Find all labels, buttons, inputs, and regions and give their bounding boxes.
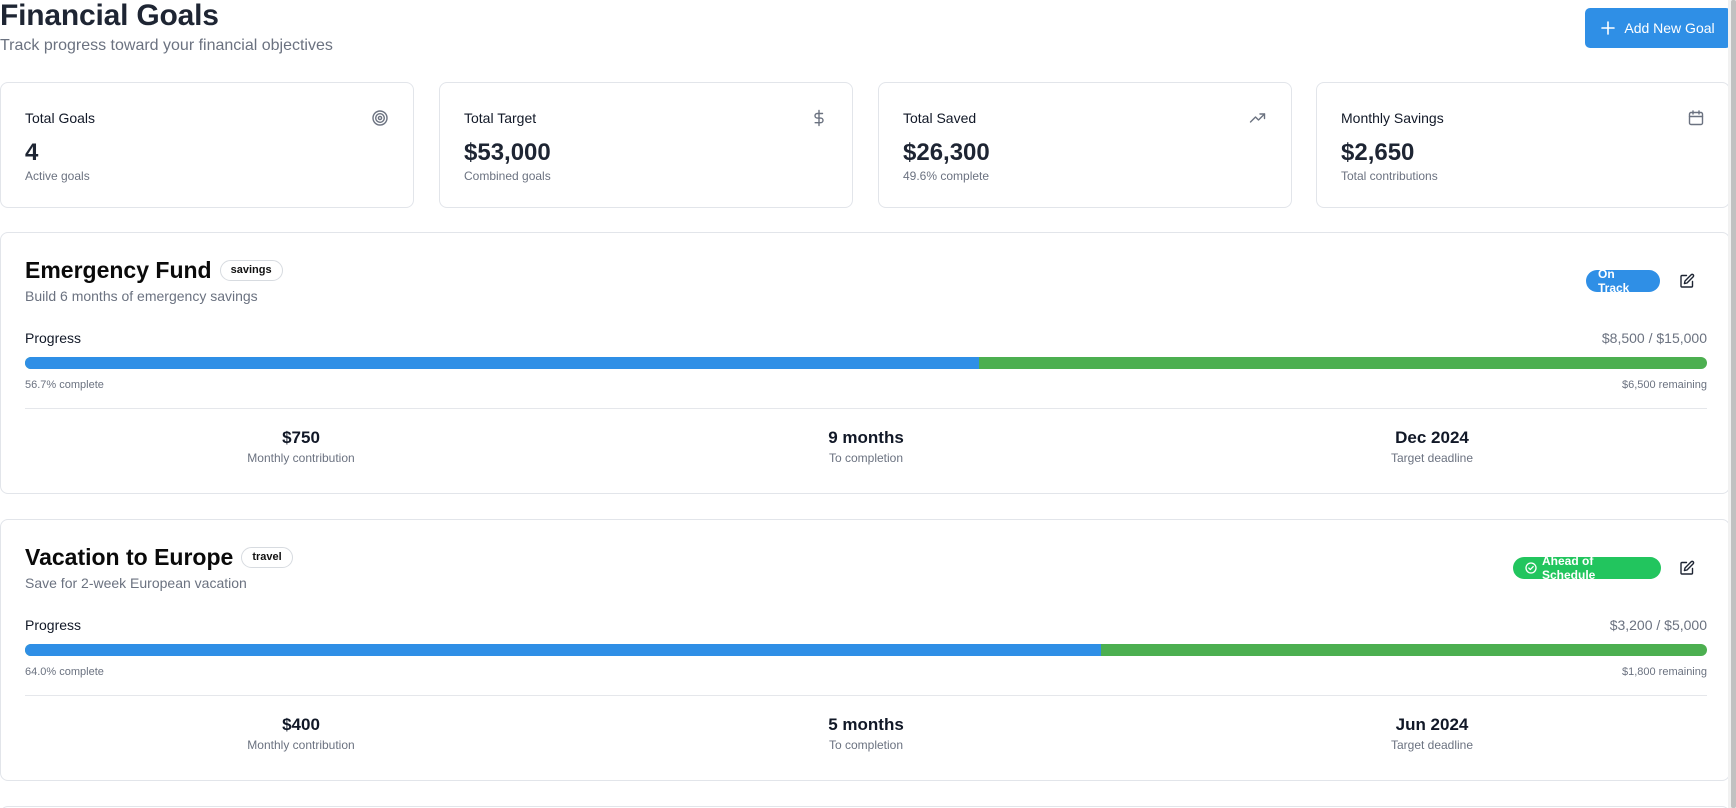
goal-title: Vacation to Europe [25, 544, 234, 570]
stat-label: Total Saved [903, 110, 977, 126]
stat-label: Total Goals [25, 110, 96, 126]
metric-value: $750 [282, 428, 320, 447]
amount-remaining: $1,800 remaining [1621, 666, 1707, 678]
page-title: Financial Goals [0, 0, 219, 32]
goal-description: Save for 2-week European vacation [25, 575, 247, 591]
goal-card-vacation-to-europe: Vacation to Europe travel Save for 2-wee… [0, 519, 1730, 781]
divider [25, 695, 1707, 696]
stat-note: Total contributions [1341, 169, 1438, 183]
stat-note: 49.6% complete [903, 169, 990, 183]
goal-description: Build 6 months of emergency savings [25, 288, 258, 304]
goal-card-emergency-fund: Emergency Fund savings Build 6 months of… [0, 232, 1730, 494]
metric-monthly-contribution: $750 Monthly contribution [101, 428, 501, 465]
metric-label: Monthly contribution [247, 738, 355, 752]
progress-amount: $3,200 / $5,000 [1609, 617, 1707, 633]
progress-bar [25, 357, 1707, 369]
divider [25, 408, 1707, 409]
goal-title-row: Emergency Fund savings [25, 257, 283, 284]
metric-monthly-contribution: $400 Monthly contribution [101, 715, 501, 752]
stat-value: $53,000 [464, 139, 551, 166]
stat-value: 4 [25, 139, 39, 166]
goal-category-tag: travel [241, 547, 293, 568]
metric-label: To completion [828, 451, 904, 465]
stat-note: Active goals [25, 169, 90, 183]
stat-label: Total Target [464, 110, 537, 126]
trending-up-icon [1249, 109, 1267, 127]
metric-time-to-completion: 5 months To completion [666, 715, 1066, 752]
metric-target-deadline: Jun 2024 Target deadline [1232, 715, 1632, 752]
stat-label: Monthly Savings [1341, 110, 1444, 126]
status-badge: On Track [1586, 267, 1660, 295]
add-new-goal-label: Add New Goal [1624, 20, 1715, 36]
percent-complete: 64.0% complete [25, 666, 104, 678]
stat-card-total-saved: Total Saved $26,300 49.6% complete [878, 82, 1292, 208]
progress-label: Progress [25, 617, 82, 633]
metric-value: Dec 2024 [1395, 428, 1469, 447]
metric-label: To completion [828, 738, 904, 752]
edit-icon[interactable] [1677, 271, 1697, 291]
edit-icon[interactable] [1677, 558, 1697, 578]
metric-value: 9 months [828, 428, 904, 447]
dollar-icon [810, 109, 828, 127]
progress-bar [25, 644, 1707, 656]
amount-remaining: $6,500 remaining [1621, 379, 1707, 391]
metric-value: $400 [282, 715, 320, 734]
metric-value: 5 months [828, 715, 904, 734]
stat-card-total-target: Total Target $53,000 Combined goals [439, 82, 853, 208]
goal-category-tag: savings [219, 260, 283, 281]
add-new-goal-button[interactable]: Add New Goal [1585, 8, 1731, 48]
status-label: Ahead of Schedule [1542, 554, 1596, 582]
stat-note: Combined goals [464, 169, 551, 183]
plus-icon [1601, 21, 1616, 35]
metric-label: Target deadline [1390, 738, 1474, 752]
page-subtitle: Track progress toward your financial obj… [0, 37, 333, 54]
stat-card-total-goals: Total Goals 4 Active goals [0, 82, 414, 208]
check-circle-icon [1525, 562, 1537, 574]
calendar-icon [1687, 109, 1705, 127]
goal-title: Emergency Fund [25, 257, 212, 283]
progress-bar-fill [25, 644, 1102, 656]
scrollbar-thumb[interactable] [1731, 0, 1736, 808]
target-icon [371, 109, 389, 127]
summary-stats: Total Goals 4 Active goals Total Target … [0, 82, 1730, 208]
stat-card-monthly-savings: Monthly Savings $2,650 Total contributio… [1316, 82, 1730, 208]
page-header: Financial Goals Track progress toward yo… [0, 0, 1736, 70]
metric-label: Target deadline [1390, 451, 1474, 465]
status-badge: Ahead of Schedule [1513, 554, 1661, 582]
metric-label: Monthly contribution [247, 451, 355, 465]
percent-complete: 56.7% complete [25, 379, 104, 391]
progress-label: Progress [25, 330, 82, 346]
progress-bar-fill [25, 357, 979, 369]
goal-title-row: Vacation to Europe travel [25, 544, 293, 571]
status-label: On Track [1598, 267, 1630, 295]
progress-amount: $8,500 / $15,000 [1601, 330, 1707, 346]
stat-value: $2,650 [1341, 139, 1415, 166]
metric-target-deadline: Dec 2024 Target deadline [1232, 428, 1632, 465]
metric-value: Jun 2024 [1395, 715, 1469, 734]
stat-value: $26,300 [903, 139, 990, 166]
metric-time-to-completion: 9 months To completion [666, 428, 1066, 465]
